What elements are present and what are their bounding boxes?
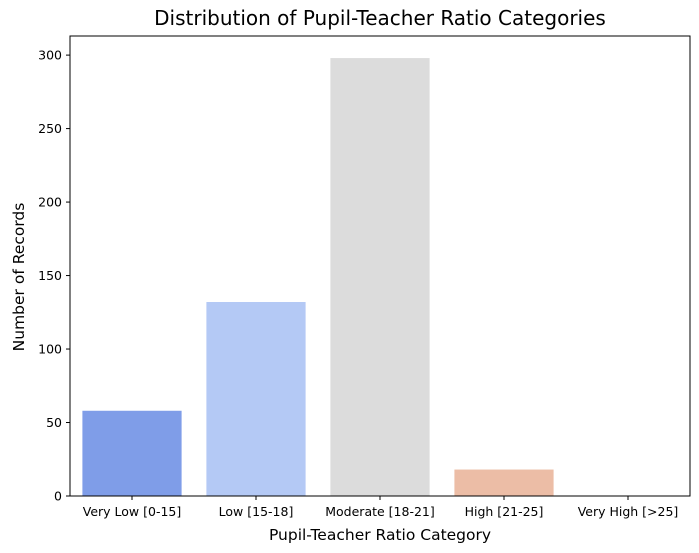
- y-axis-ticks: 0 50 100 150 200 250 300: [38, 48, 70, 504]
- y-tick-label-0: 0: [54, 489, 62, 504]
- y-tick-label-5: 250: [38, 121, 62, 136]
- y-tick-label-2: 100: [38, 342, 62, 357]
- y-tick-label-6: 300: [38, 48, 62, 63]
- bar-2: [330, 58, 429, 496]
- y-tick-label-1: 50: [46, 415, 62, 430]
- x-axis-ticks: Very Low [0-15] Low [15-18] Moderate [18-2…: [83, 496, 679, 519]
- chart-title: Distribution of Pupil-Teacher Ratio Cate…: [154, 6, 606, 30]
- bar-3: [454, 470, 553, 496]
- y-tick-label-4: 200: [38, 195, 62, 210]
- x-tick-label-0: Very Low [0-15]: [83, 504, 182, 519]
- x-tick-label-2: Moderate [18-21]: [325, 504, 435, 519]
- x-tick-label-4: Very High [>25]: [578, 504, 679, 519]
- x-tick-label-1: Low [15-18]: [219, 504, 294, 519]
- y-axis-label: Number of Records: [10, 203, 28, 352]
- bar-1: [206, 302, 305, 496]
- x-axis-label: Pupil-Teacher Ratio Category: [269, 526, 491, 544]
- bars-group: [82, 58, 553, 496]
- y-tick-label-3: 150: [38, 268, 62, 283]
- bar-0: [82, 411, 181, 496]
- x-tick-label-3: High [21-25]: [465, 504, 544, 519]
